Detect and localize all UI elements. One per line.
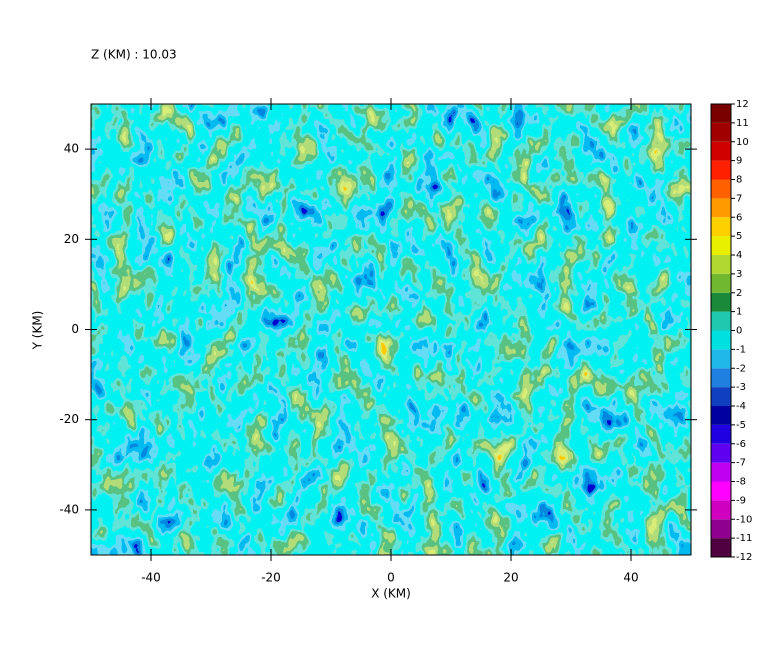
colorbar-label: -7 xyxy=(736,458,746,469)
y-tick-label: 40 xyxy=(64,142,79,156)
x-tick-label: -20 xyxy=(261,571,281,585)
colorbar-label: 3 xyxy=(736,269,742,280)
y-tick-label: 20 xyxy=(64,232,79,246)
colorbar-label: -10 xyxy=(736,514,752,525)
colorbar-label: -12 xyxy=(736,552,752,563)
colorbar-label: 5 xyxy=(736,231,742,242)
colorbar-band xyxy=(711,349,731,369)
colorbar-band xyxy=(711,255,731,274)
colorbar-frame xyxy=(710,103,732,558)
x-tick-label: -40 xyxy=(141,571,161,585)
colorbar-band xyxy=(711,538,731,557)
colorbar-label: 8 xyxy=(736,175,742,186)
colorbar-label: -1 xyxy=(736,344,746,355)
colorbar-band xyxy=(711,368,731,388)
colorbar-label: 12 xyxy=(736,99,749,110)
colorbar-band xyxy=(711,141,731,161)
colorbar-label: -2 xyxy=(736,363,746,374)
colorbar-label: -4 xyxy=(736,401,746,412)
colorbar-label: -9 xyxy=(736,495,746,506)
colorbar-label: 4 xyxy=(736,250,742,261)
x-tick-label: 0 xyxy=(387,571,395,585)
colorbar-band xyxy=(711,122,731,142)
colorbar-label: -3 xyxy=(736,382,746,393)
colorbar-band xyxy=(711,330,731,350)
colorbar-band xyxy=(711,104,731,123)
colorbar-label: 9 xyxy=(736,156,742,167)
colorbar-band xyxy=(711,387,731,406)
colorbar-label: -8 xyxy=(736,477,746,488)
colorbar-band xyxy=(711,481,731,501)
colorbar-band xyxy=(711,160,731,180)
colorbar-label: 11 xyxy=(736,118,749,129)
colorbar-band xyxy=(711,273,731,293)
field-texture xyxy=(91,104,691,555)
x-tick-label: 40 xyxy=(623,571,638,585)
colorbar-label: 0 xyxy=(736,326,742,337)
y-tick-label: 0 xyxy=(71,322,79,336)
x-tick-label: 20 xyxy=(503,571,518,585)
colorbar-band xyxy=(711,424,731,444)
colorbar-band xyxy=(711,292,731,312)
colorbar-band xyxy=(711,198,731,218)
colorbar-band xyxy=(711,217,731,237)
colorbar-label: -6 xyxy=(736,439,746,450)
colorbar-label: 10 xyxy=(736,137,749,148)
colorbar-band xyxy=(711,500,731,520)
y-axis-title: Y (KM) xyxy=(31,311,45,351)
colorbar-label: 6 xyxy=(736,212,742,223)
colorbar-label: -11 xyxy=(736,533,752,544)
colorbar-label: 1 xyxy=(736,307,742,318)
x-axis-title: X (KM) xyxy=(371,587,411,601)
colorbar-band xyxy=(711,443,731,463)
chart-title: Z (KM) : 10.03 xyxy=(91,48,177,62)
colorbar-band xyxy=(711,236,731,255)
colorbar-label: 2 xyxy=(736,288,742,299)
colorbar-band xyxy=(711,311,731,331)
colorbar-band xyxy=(711,179,731,199)
colorbar-band xyxy=(711,519,731,539)
colorbar-band xyxy=(711,406,731,425)
colorbar-label: -5 xyxy=(736,420,746,431)
colorbar: -12-11-10-9-8-7-6-5-4-3-2-10123456789101… xyxy=(710,99,752,563)
colorbar-band xyxy=(711,462,731,482)
y-tick-label: -40 xyxy=(59,502,79,516)
y-tick-label: -20 xyxy=(59,412,79,426)
colorbar-label: 7 xyxy=(736,193,742,204)
